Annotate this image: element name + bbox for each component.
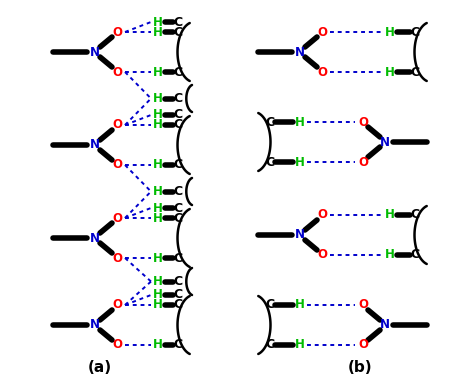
Text: O: O xyxy=(358,155,368,169)
Text: N: N xyxy=(295,45,305,59)
Text: C: C xyxy=(173,158,182,172)
Text: H: H xyxy=(295,155,305,169)
Text: C: C xyxy=(173,212,182,225)
Text: O: O xyxy=(317,248,327,262)
Text: O: O xyxy=(317,65,327,79)
Text: H: H xyxy=(385,25,395,39)
Text: C: C xyxy=(173,65,182,79)
Text: O: O xyxy=(112,251,122,265)
Text: H: H xyxy=(295,339,305,352)
Text: H: H xyxy=(153,185,163,198)
Text: O: O xyxy=(317,209,327,222)
Text: H: H xyxy=(385,209,395,222)
Text: C: C xyxy=(173,299,182,311)
Text: C: C xyxy=(410,248,419,262)
Text: O: O xyxy=(358,339,368,352)
Text: N: N xyxy=(295,228,305,242)
Text: H: H xyxy=(153,65,163,79)
Text: C: C xyxy=(173,25,182,39)
Text: N: N xyxy=(90,231,100,245)
Text: O: O xyxy=(112,65,122,79)
Text: H: H xyxy=(153,158,163,172)
Text: C: C xyxy=(173,92,182,105)
Text: C: C xyxy=(173,275,182,288)
Text: N: N xyxy=(380,319,390,332)
Text: H: H xyxy=(153,251,163,265)
Text: C: C xyxy=(173,185,182,198)
Text: C: C xyxy=(173,288,182,302)
Text: H: H xyxy=(153,25,163,39)
Text: C: C xyxy=(410,65,419,79)
Text: C: C xyxy=(173,201,182,214)
Text: H: H xyxy=(153,288,163,302)
Text: C: C xyxy=(173,339,182,352)
Text: (a): (a) xyxy=(88,361,112,375)
Text: H: H xyxy=(295,116,305,129)
Text: H: H xyxy=(153,92,163,105)
Text: O: O xyxy=(112,299,122,311)
Text: C: C xyxy=(410,209,419,222)
Text: C: C xyxy=(173,15,182,28)
Text: C: C xyxy=(173,108,182,121)
Text: O: O xyxy=(112,25,122,39)
Text: N: N xyxy=(380,135,390,149)
Text: C: C xyxy=(410,25,419,39)
Text: H: H xyxy=(153,275,163,288)
Text: H: H xyxy=(385,65,395,79)
Text: O: O xyxy=(112,158,122,172)
Text: (b): (b) xyxy=(348,361,372,375)
Text: H: H xyxy=(153,339,163,352)
Text: H: H xyxy=(385,248,395,262)
Text: H: H xyxy=(153,15,163,28)
Text: C: C xyxy=(265,155,274,169)
Text: O: O xyxy=(358,299,368,311)
Text: C: C xyxy=(173,118,182,132)
Text: C: C xyxy=(173,251,182,265)
Text: N: N xyxy=(90,45,100,59)
Text: O: O xyxy=(112,339,122,352)
Text: H: H xyxy=(153,108,163,121)
Text: N: N xyxy=(90,138,100,152)
Text: C: C xyxy=(265,116,274,129)
Text: C: C xyxy=(265,299,274,311)
Text: N: N xyxy=(90,319,100,332)
Text: C: C xyxy=(265,339,274,352)
Text: H: H xyxy=(153,118,163,132)
Text: H: H xyxy=(153,299,163,311)
Text: H: H xyxy=(295,299,305,311)
Text: O: O xyxy=(317,25,327,39)
Text: O: O xyxy=(112,212,122,225)
Text: H: H xyxy=(153,201,163,214)
Text: H: H xyxy=(153,212,163,225)
Text: O: O xyxy=(358,116,368,129)
Text: O: O xyxy=(112,118,122,132)
